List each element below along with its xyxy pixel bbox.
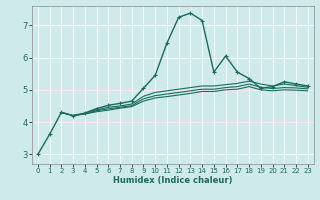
X-axis label: Humidex (Indice chaleur): Humidex (Indice chaleur) (113, 176, 233, 185)
